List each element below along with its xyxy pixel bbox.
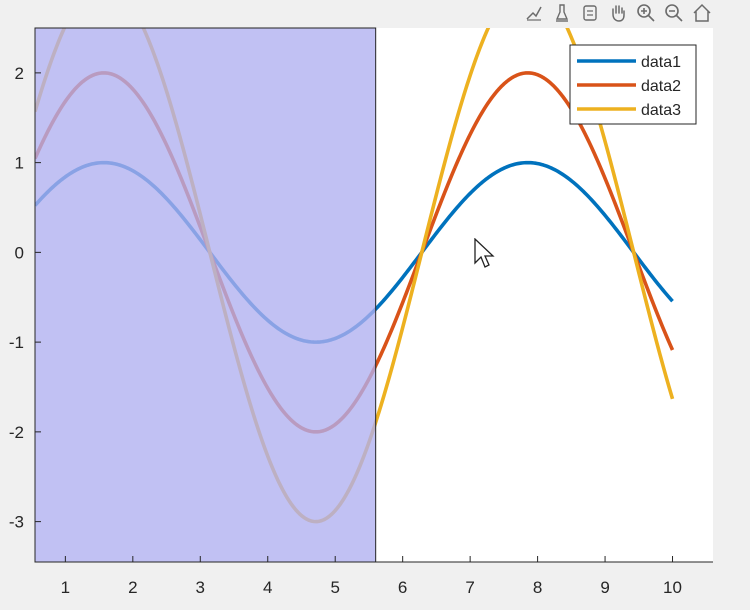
x-tick-label: 2 xyxy=(128,578,137,597)
brush-data-icon[interactable] xyxy=(522,1,546,25)
pan-hand-icon[interactable] xyxy=(606,1,630,25)
y-tick-label: -1 xyxy=(9,333,24,352)
axis-layer: 1 2 3 4 5 6 7 8 9 10 -3 -2 -1 0 1 2 xyxy=(9,28,713,597)
legend-label-data1: data1 xyxy=(641,54,681,71)
x-tick-label: 5 xyxy=(330,578,339,597)
zoom-in-icon[interactable] xyxy=(634,1,658,25)
x-tick-label: 1 xyxy=(61,578,70,597)
axes-toolbar xyxy=(522,0,714,26)
home-restore-icon[interactable] xyxy=(690,1,714,25)
legend[interactable]: data1 data2 data3 xyxy=(569,44,697,125)
legend-label-data3: data3 xyxy=(641,102,681,119)
x-tick-label: 3 xyxy=(196,578,205,597)
y-tick-label: 2 xyxy=(15,64,24,83)
y-tick-label: -2 xyxy=(9,423,24,442)
x-tick-label: 10 xyxy=(663,578,682,597)
y-tick-label: 1 xyxy=(15,154,24,173)
legend-label-data2: data2 xyxy=(641,78,681,95)
x-tick-label: 9 xyxy=(600,578,609,597)
x-tick-label: 4 xyxy=(263,578,272,597)
y-tick-label: 0 xyxy=(15,243,24,262)
x-tick-label: 7 xyxy=(465,578,474,597)
y-tick-label: -3 xyxy=(9,513,24,532)
brushed-region xyxy=(34,27,377,563)
zoom-out-icon[interactable] xyxy=(662,1,686,25)
rotate-icon[interactable] xyxy=(578,1,602,25)
x-tick-label: 6 xyxy=(398,578,407,597)
x-tick-label: 8 xyxy=(533,578,542,597)
data-tips-icon[interactable] xyxy=(550,1,574,25)
